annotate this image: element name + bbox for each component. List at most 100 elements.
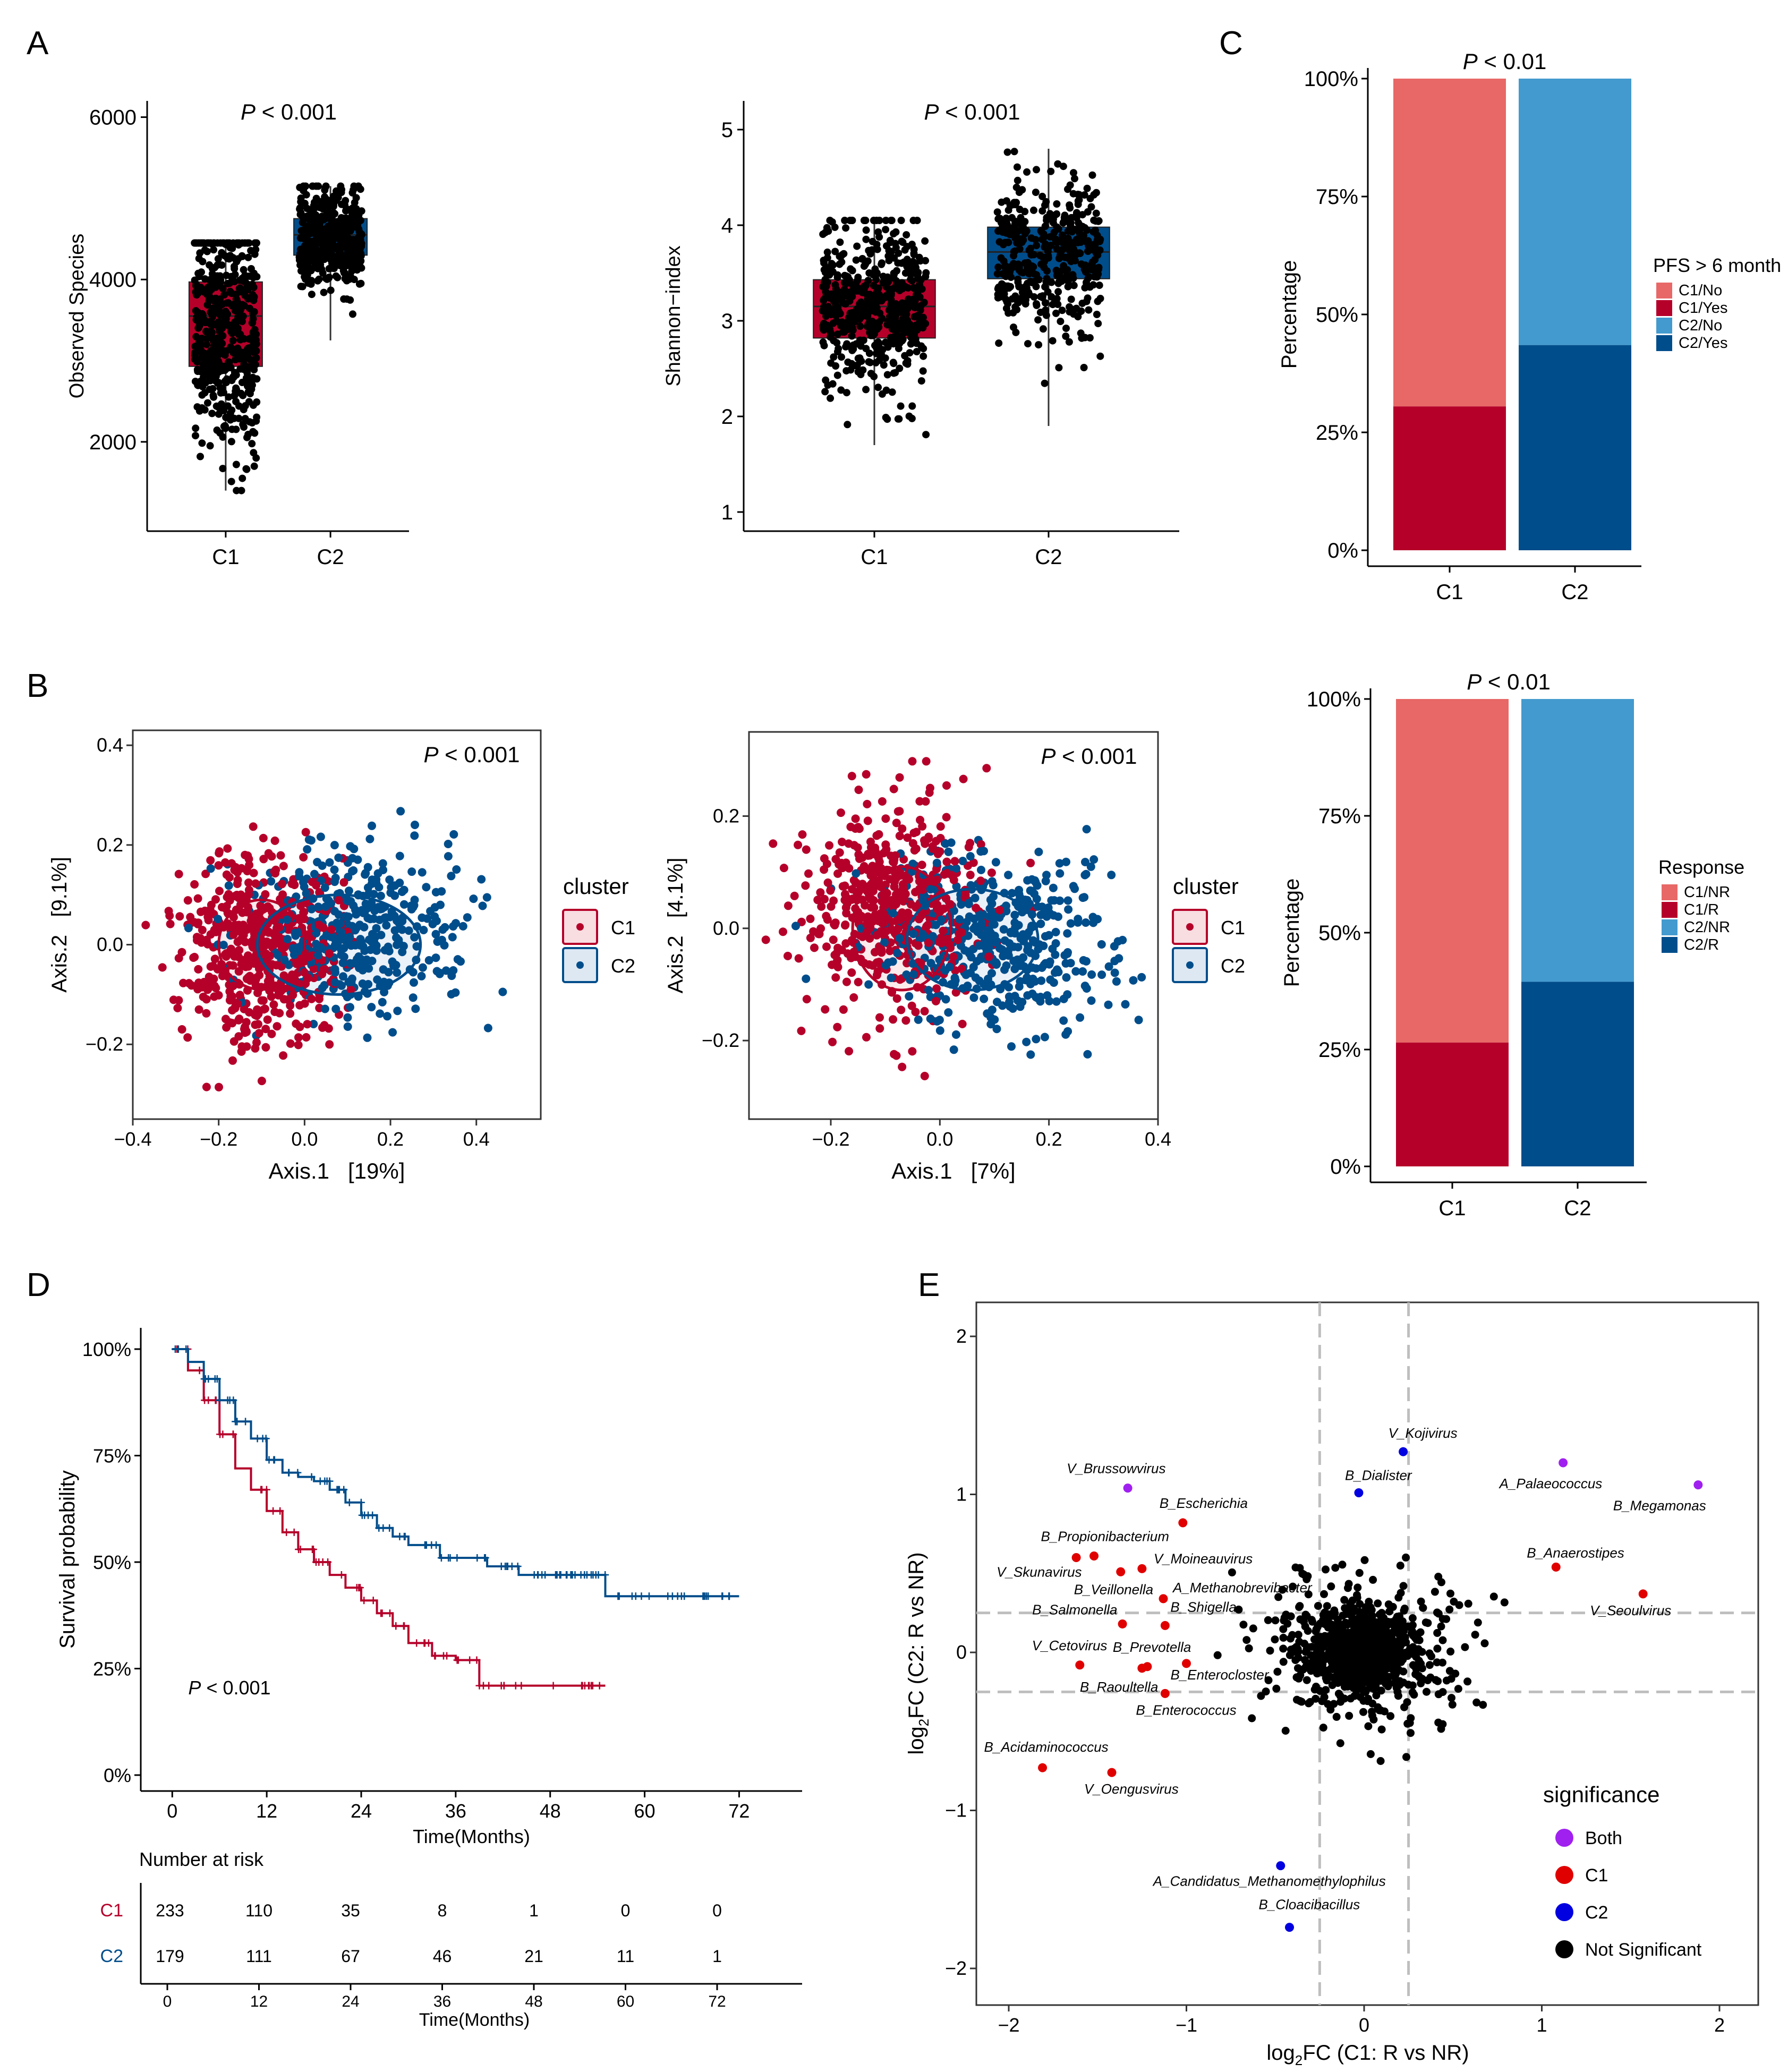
risk-x-tick-label: 48	[525, 1993, 542, 2010]
point-C1	[901, 1016, 910, 1025]
point-C2	[1003, 947, 1012, 956]
point-C2	[353, 954, 362, 963]
jitter-point	[239, 312, 247, 320]
jitter-point	[1072, 212, 1080, 220]
jitter-point	[228, 329, 236, 337]
y-axis-title: Percentage	[1278, 260, 1301, 369]
point-C2	[398, 917, 407, 926]
point-C1	[912, 828, 921, 837]
point-C1	[239, 925, 248, 934]
point-C1	[903, 833, 912, 842]
point-C1	[940, 870, 949, 879]
jitter-point	[1078, 211, 1086, 219]
point-C1	[825, 841, 834, 850]
point-C1	[303, 1020, 312, 1029]
jitter-point	[922, 431, 930, 439]
point-C2	[399, 900, 408, 909]
point-C2	[399, 885, 408, 894]
point-C1	[915, 877, 924, 886]
jitter-point	[1059, 219, 1067, 227]
ellipse-outline-C2	[906, 888, 1040, 992]
jitter-point	[1032, 189, 1040, 197]
point-C2	[412, 942, 421, 951]
jitter-point	[241, 415, 249, 423]
jitter-point	[995, 226, 1003, 234]
point-C2	[452, 865, 461, 874]
point-C1	[794, 840, 803, 849]
jitter-point	[1020, 228, 1028, 236]
point-C2	[388, 1028, 397, 1037]
jitter-point	[204, 399, 211, 407]
point-C1	[261, 1043, 270, 1052]
x-tick-label: 0.4	[1145, 1128, 1171, 1150]
point-C2	[448, 933, 457, 942]
censor-mark	[319, 1558, 327, 1566]
point-C2	[314, 951, 322, 960]
point-C2	[385, 875, 394, 884]
jitter-point	[840, 286, 848, 293]
point-C1	[141, 920, 150, 930]
jitter-point	[237, 487, 245, 494]
point-C1	[206, 975, 215, 984]
point-C1	[206, 905, 215, 914]
point-C2	[407, 867, 416, 876]
point-C2	[991, 938, 1000, 947]
point-C1	[871, 948, 879, 957]
x-tick-label: 0.2	[377, 1128, 404, 1150]
point-C1	[301, 828, 310, 837]
jitter-point	[214, 334, 222, 342]
point-C1	[881, 892, 890, 901]
point-C2	[1087, 996, 1096, 1005]
y-tick-label: 50%	[93, 1551, 131, 1573]
jitter-point	[872, 344, 880, 352]
jitter-point	[827, 359, 835, 367]
censor-mark	[326, 1477, 334, 1485]
point-C1	[186, 913, 195, 922]
point-C2	[410, 896, 419, 905]
point-C1	[887, 896, 896, 905]
point-C2	[1027, 875, 1036, 884]
jitter-point	[866, 250, 874, 258]
jitter-point	[1033, 242, 1041, 250]
jitter-point	[225, 393, 233, 401]
censor-mark	[340, 1486, 348, 1494]
jitter-point	[1088, 171, 1096, 179]
jitter-point	[357, 250, 365, 258]
jitter-point	[192, 316, 200, 324]
x-tick-label: C1	[212, 545, 239, 569]
point-C1	[889, 785, 898, 794]
jitter-point	[302, 267, 310, 275]
legend-label: C1/NR	[1684, 884, 1730, 901]
legend-key	[1662, 937, 1678, 953]
point-C2	[387, 907, 396, 916]
point-C2	[987, 877, 997, 886]
point-C2	[423, 914, 432, 923]
point-C1	[852, 888, 861, 897]
censor-mark	[269, 1507, 277, 1515]
point-C2	[419, 926, 428, 934]
point-C1	[914, 941, 923, 950]
y-axis-title: Axis.2 [9.1%]	[48, 857, 71, 993]
y-tick-label: 25%	[1318, 1038, 1361, 1062]
point-C1	[244, 885, 253, 894]
point-C2	[411, 821, 419, 829]
jitter-point	[922, 272, 930, 280]
jitter-point	[235, 414, 243, 422]
jitter-point	[245, 239, 252, 247]
point-C1	[936, 934, 945, 942]
point-C2	[347, 977, 356, 986]
point-C1	[278, 890, 287, 899]
point-C1	[177, 1025, 186, 1034]
jitter-point	[837, 252, 845, 260]
jitter-point	[1024, 340, 1032, 348]
jitter-point	[235, 285, 243, 293]
jitter-point	[327, 286, 335, 294]
point-C2	[330, 841, 339, 850]
point-C1	[892, 994, 901, 1003]
point-C1	[942, 857, 951, 866]
point-C1	[249, 868, 258, 877]
jitter-point	[341, 269, 348, 277]
point-C2	[342, 912, 351, 921]
point-C1	[227, 859, 236, 868]
jitter-point	[1084, 248, 1092, 255]
